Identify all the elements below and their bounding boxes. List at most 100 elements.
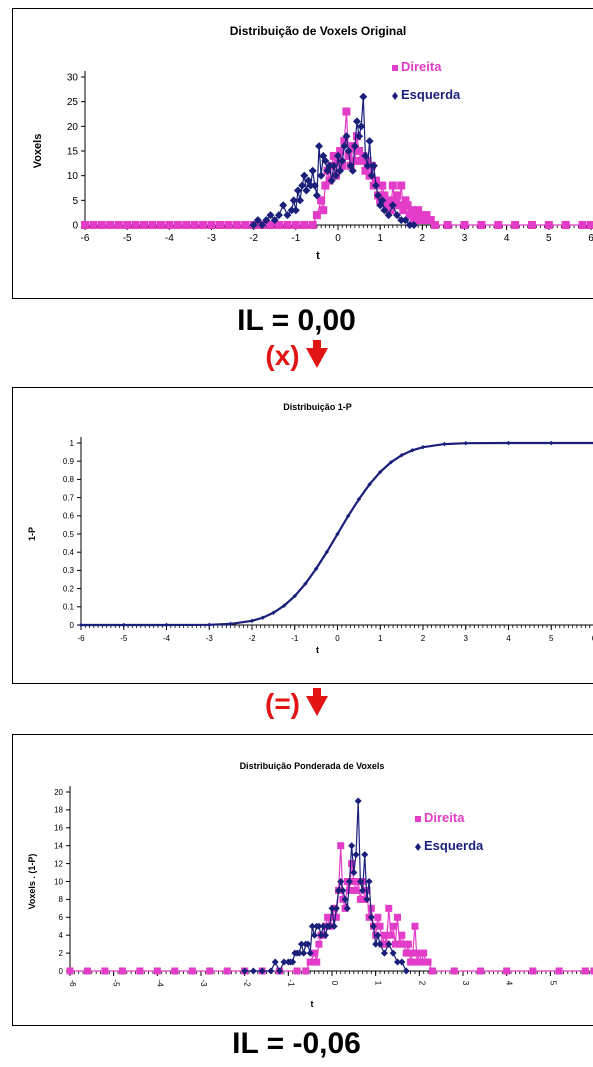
multiply-operator: (x) [0,340,593,380]
data-point [394,914,401,921]
data-point [545,221,553,229]
square-marker-icon [415,816,421,822]
x-tick-label: -2 [243,979,252,987]
diamond-marker-icon [415,843,421,851]
data-point [587,221,593,229]
data-point [381,950,388,957]
y-tick-label: 0.9 [63,457,75,466]
legend-label-direita: Direita [401,59,442,74]
data-point [477,968,484,975]
data-point [313,959,320,966]
data-point [101,968,108,975]
y-tick-label: 18 [54,806,63,815]
data-point [294,968,301,975]
data-point [393,191,401,199]
data-point [582,968,589,975]
data-point [283,221,291,229]
x-tick-label: -1 [286,979,295,987]
equals-operator: (=) [0,688,593,728]
data-point [189,968,196,975]
y-tick-label: 0.8 [63,475,75,484]
data-point [461,221,469,229]
data-point [250,968,257,975]
data-point [494,221,502,229]
data-point [403,950,410,957]
x-tick-label: -4 [155,979,164,987]
square-marker-icon [392,65,398,71]
data-point [377,923,384,930]
x-tick-label: 2 [417,981,426,986]
data-point [233,221,241,229]
data-point [171,968,178,975]
y-tick-label: 12 [54,859,63,868]
y-tick-label: 0.2 [63,584,75,593]
data-point [165,221,173,229]
data-point [387,932,394,939]
chart-original-svg: Distribuição de Voxels Original051015202… [13,9,593,300]
y-tick-label: 0.3 [63,566,75,575]
y-tick-label: 16 [54,824,63,833]
data-point [132,221,140,229]
data-point [451,968,458,975]
data-point [224,221,232,229]
x-tick-label: 5 [549,634,554,643]
data-point [549,441,553,445]
data-point [390,950,397,957]
data-point [98,221,106,229]
data-point [511,221,519,229]
data-point [81,221,89,229]
data-point [342,108,350,116]
data-point [272,959,279,966]
diamond-marker-icon [392,92,398,100]
y-axis-label: Voxels [32,134,44,169]
y-tick-label: 0.5 [63,530,75,539]
multiply-symbol: (x) [265,340,299,371]
data-point [556,968,563,975]
x-tick-label: 4 [506,634,511,643]
chart-weighted-svg: Distribuição Ponderada de Voxels02468101… [13,735,593,1027]
x-axis-label: t [316,250,320,262]
data-point [154,968,161,975]
x-tick-label: 4 [504,233,510,244]
x-tick-label: 2 [420,233,426,244]
x-tick-label: 3 [462,233,468,244]
y-tick-label: 8 [59,895,64,904]
y-tick-label: 1 [70,439,75,448]
x-tick-label: -2 [249,233,258,244]
data-point [302,968,309,975]
x-tick-label: -6 [77,634,85,643]
data-point [224,968,231,975]
x-tick-label: 1 [378,634,383,643]
data-point [122,623,126,627]
y-axis-label: 1-P [27,527,37,541]
data-point [398,932,405,939]
data-point [528,221,536,229]
data-point [359,93,367,101]
x-tick-label: -1 [291,233,300,244]
x-tick-label: -2 [248,634,256,643]
x-tick-label: -6 [68,979,77,987]
data-point [208,221,216,229]
data-point [191,221,199,229]
y-tick-label: 0 [72,221,78,232]
y-tick-label: 0.4 [63,548,75,557]
y-tick-label: 10 [67,171,79,182]
x-tick-label: -6 [81,233,90,244]
data-point [164,623,168,627]
data-point [309,221,317,229]
data-point [182,221,190,229]
legend-label-esquerda: Esquerda [424,838,484,853]
data-point [431,221,439,229]
down-arrow-icon [306,696,328,716]
x-tick-label: 0 [330,981,339,986]
data-point [123,221,131,229]
il-before-label: IL = 0,00 [0,304,593,344]
data-point [157,221,165,229]
data-point [355,797,362,804]
x-tick-label: -5 [120,634,128,643]
data-point [199,221,207,229]
data-point [79,623,83,627]
